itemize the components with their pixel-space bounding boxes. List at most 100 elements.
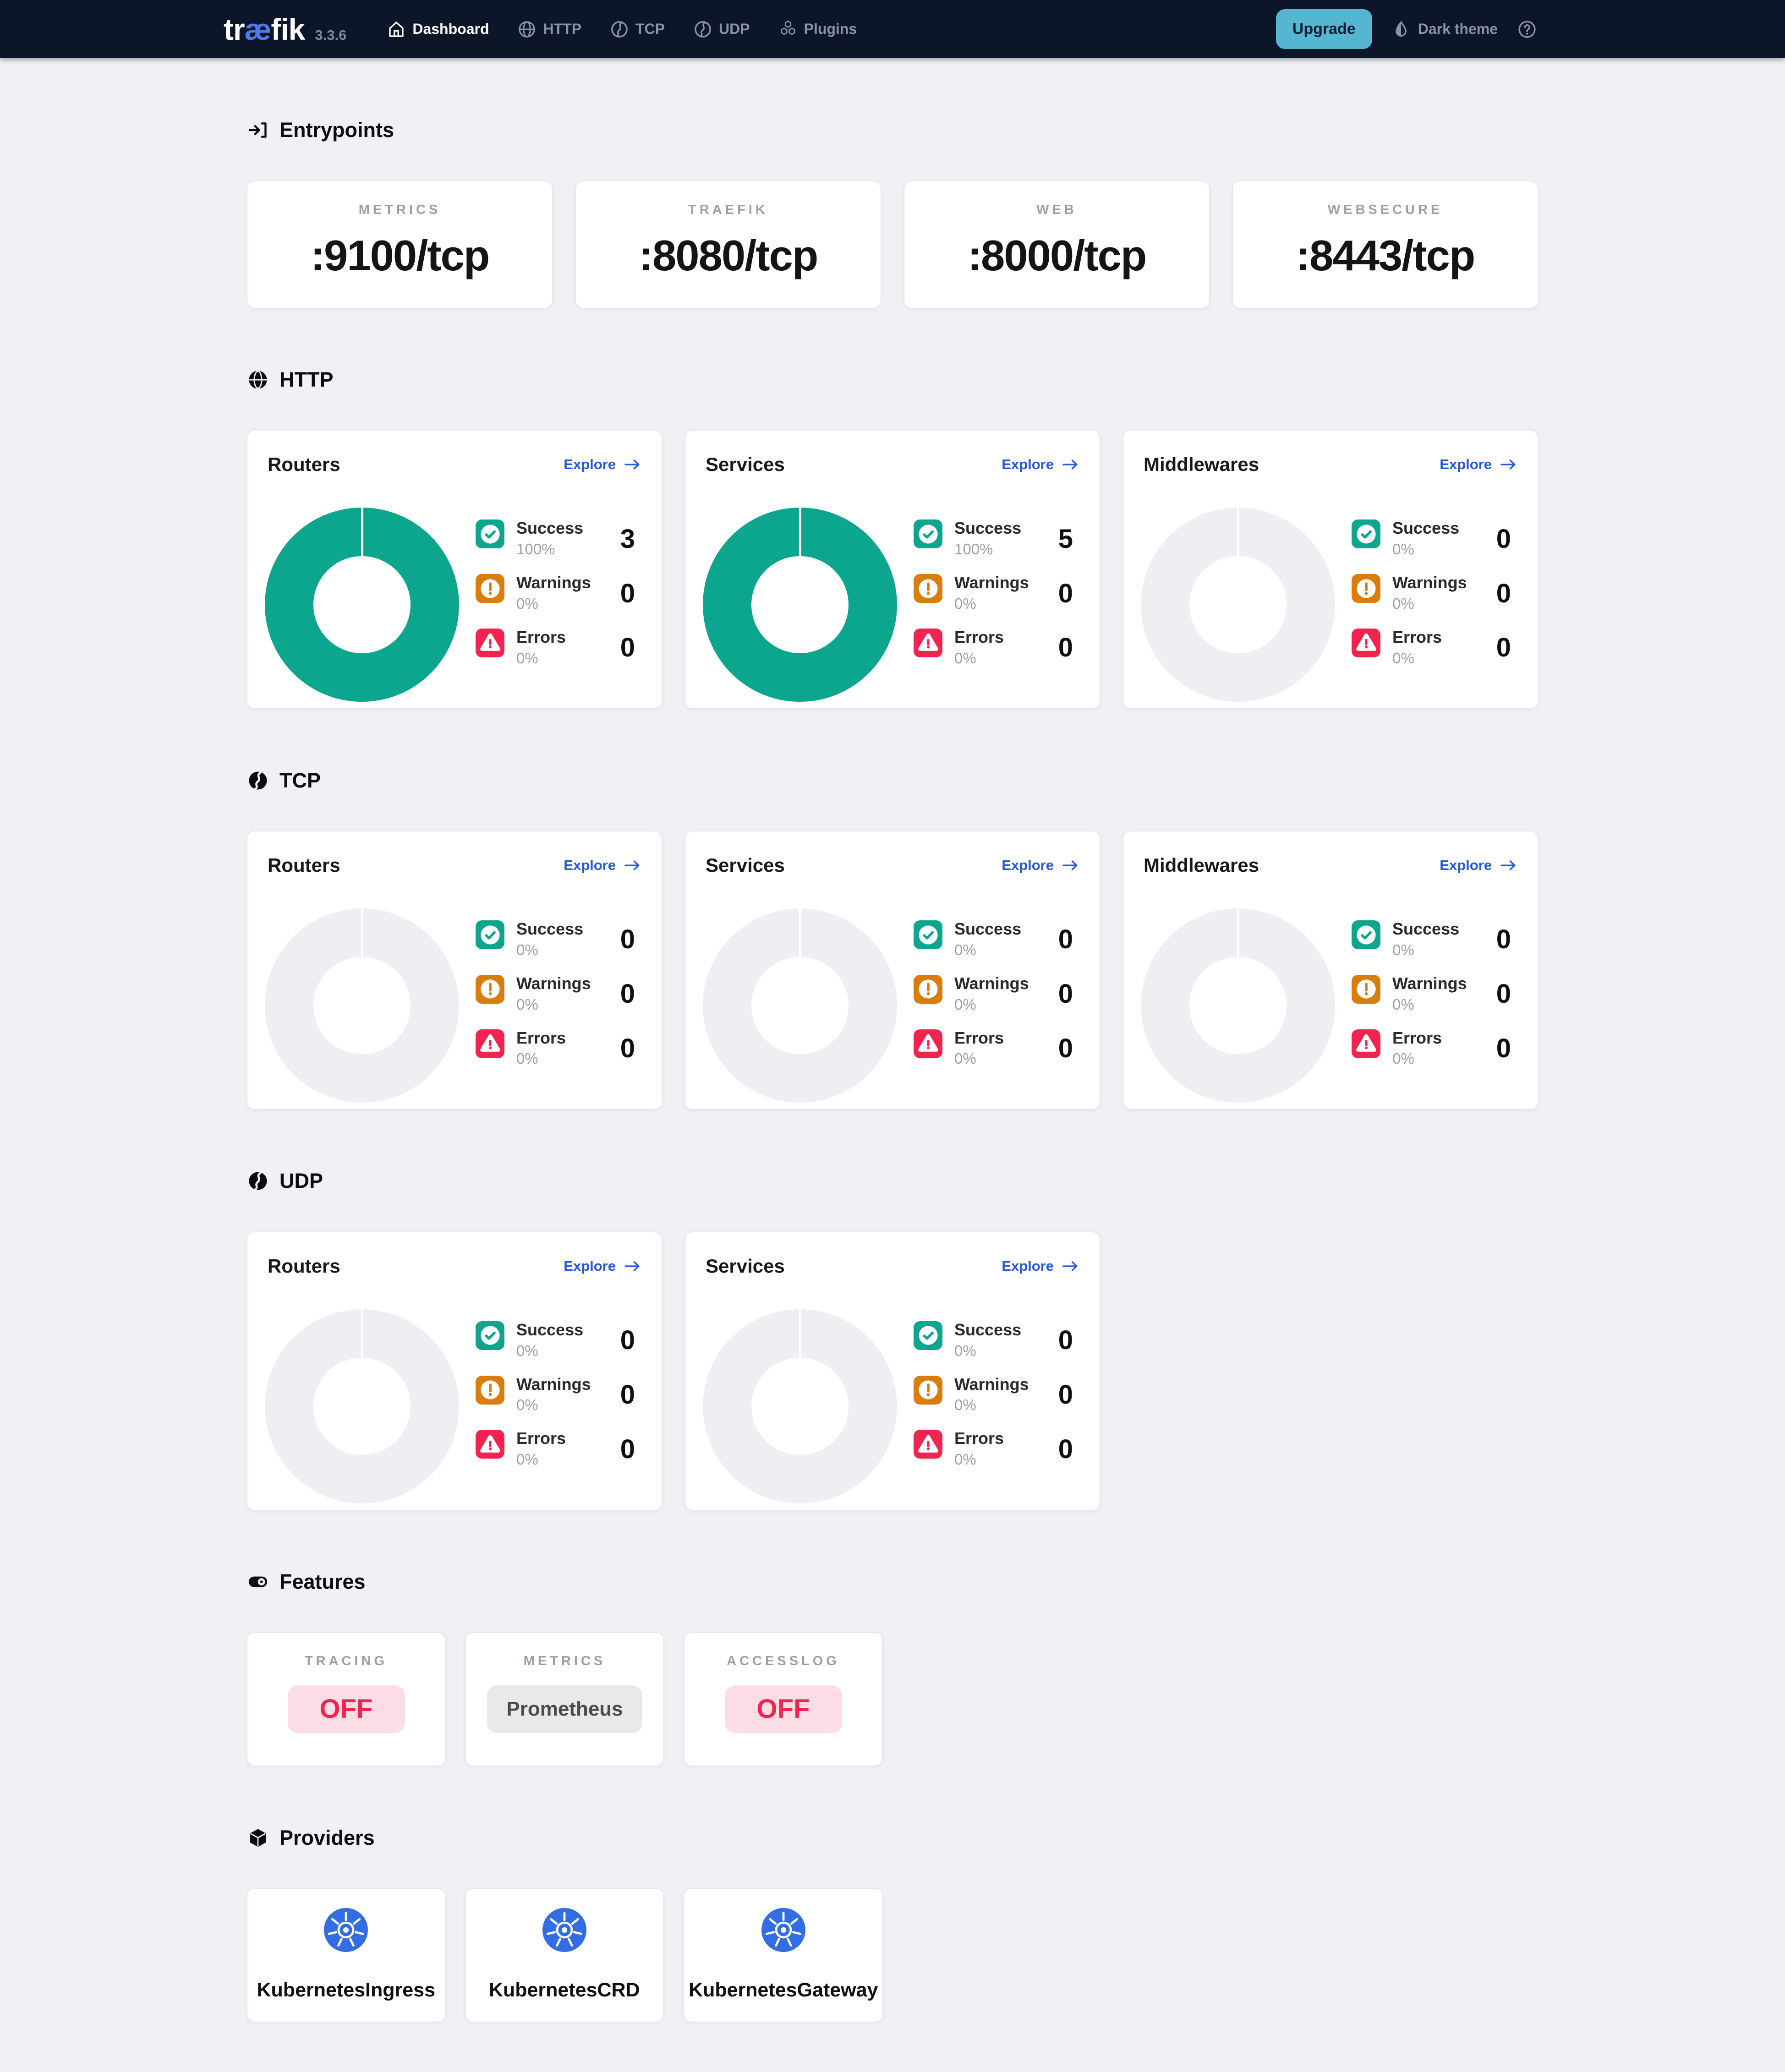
legend-row-success: Success 100% 3 <box>476 519 641 558</box>
legend-count: 0 <box>1496 1033 1511 1064</box>
legend-count: 5 <box>1058 524 1073 554</box>
legend-label: Success <box>954 919 1022 939</box>
legend-label: Success <box>954 1320 1022 1339</box>
legend-count: 0 <box>1058 924 1073 955</box>
upgrade-button[interactable]: Upgrade <box>1276 9 1372 49</box>
success-icon <box>476 1321 504 1350</box>
explore-link[interactable]: Explore <box>1002 1258 1079 1274</box>
entrypoint-card-web: WEB :8000/tcp <box>904 181 1209 308</box>
entrypoints-grid: METRICS :9100/tcp TRAEFIK :8080/tcp WEB … <box>247 181 1538 308</box>
chart-legend: Success 0% 0 Warnings 0% 0 <box>1352 920 1517 1103</box>
section-title: HTTP <box>279 368 334 392</box>
explore-link[interactable]: Explore <box>1440 857 1517 874</box>
explore-link[interactable]: Explore <box>1440 456 1517 473</box>
entrypoint-name: TRAEFIK <box>688 202 768 217</box>
home-icon <box>387 20 406 39</box>
http-routers-card: Routers Explore Success 100% 3 <box>247 431 662 709</box>
legend-row-errors: Errors 0% 0 <box>476 1430 641 1468</box>
arrow-right-icon <box>1061 458 1079 471</box>
arrow-right-icon <box>1061 1259 1079 1273</box>
legend-percent: 0% <box>516 1451 538 1468</box>
arrow-right-icon <box>623 458 641 471</box>
explore-link[interactable]: Explore <box>1002 456 1079 473</box>
entrypoint-port: :8080/tcp <box>639 231 819 280</box>
donut-chart <box>703 908 897 1103</box>
tcp-section-header: TCP <box>247 751 1538 809</box>
legend-row-errors: Errors 0% 0 <box>476 1029 641 1068</box>
udp-empty-cell <box>1123 1232 1538 1510</box>
donut-chart <box>1141 508 1335 702</box>
success-icon <box>914 1321 942 1350</box>
explore-label: Explore <box>1002 1257 1054 1274</box>
nav-item-plugins[interactable]: Plugins <box>778 20 857 39</box>
nav-item-http[interactable]: HTTP <box>517 20 581 39</box>
legend-percent: 0% <box>516 1396 538 1414</box>
legend-row-errors: Errors 0% 0 <box>914 1430 1079 1468</box>
legend-label: Errors <box>516 1028 566 1047</box>
nav-label: UDP <box>719 21 750 37</box>
legend-label: Success <box>516 919 584 939</box>
legend-percent: 100% <box>516 541 555 558</box>
http-cards-grid: Routers Explore Success 100% 3 <box>247 431 1538 709</box>
success-icon <box>476 519 504 549</box>
card-title: Middlewares <box>1144 454 1259 476</box>
error-icon <box>914 628 942 657</box>
legend-percent: 0% <box>1392 995 1414 1013</box>
legend-percent: 0% <box>954 995 976 1013</box>
legend-label: Errors <box>1392 627 1442 646</box>
dark-theme-toggle[interactable]: Dark theme <box>1391 20 1498 39</box>
udp-routers-card: Routers Explore Success 0% 0 <box>247 1232 662 1510</box>
error-icon <box>476 628 504 657</box>
legend-percent: 0% <box>1392 595 1414 612</box>
entrypoint-port: :9100/tcp <box>310 231 490 280</box>
legend-row-warnings: Warnings 0% 0 <box>476 574 641 612</box>
explore-link[interactable]: Explore <box>564 857 641 874</box>
legend-count: 0 <box>1058 1033 1073 1064</box>
legend-percent: 0% <box>516 595 538 612</box>
legend-label: Errors <box>954 1028 1004 1047</box>
traefik-logo[interactable]: træfik 3.3.6 <box>224 12 346 47</box>
explore-label: Explore <box>564 857 616 874</box>
provider-card-kubernetes-gateway: KubernetesGateway <box>684 1889 883 2022</box>
legend-row-errors: Errors 0% 0 <box>1352 1029 1517 1068</box>
protocol-filled-icon <box>247 1170 268 1192</box>
legend-count: 0 <box>620 1033 635 1064</box>
feature-card-metrics: METRICS Prometheus <box>466 1633 663 1766</box>
warning-icon <box>914 974 942 1004</box>
chart-legend: Success 0% 0 Warnings 0% 0 <box>476 920 641 1103</box>
legend-percent: 0% <box>516 1342 538 1359</box>
legend-label: Success <box>1392 519 1460 538</box>
legend-percent: 0% <box>954 649 976 667</box>
help-button[interactable] <box>1517 19 1537 39</box>
provider-card-kubernetes-ingress: KubernetesIngress <box>247 1889 445 2022</box>
nav-item-udp[interactable]: UDP <box>693 20 750 39</box>
providers-grid: KubernetesIngress KubernetesCRD Kubernet… <box>247 1889 1538 2022</box>
legend-count: 0 <box>620 924 635 955</box>
nav-item-tcp[interactable]: TCP <box>610 20 665 39</box>
explore-link[interactable]: Explore <box>1002 857 1079 874</box>
arrow-right-icon <box>623 1259 641 1273</box>
legend-percent: 100% <box>954 541 993 558</box>
legend-percent: 0% <box>954 941 976 958</box>
kubernetes-icon <box>761 1908 805 1952</box>
legend-count: 0 <box>1496 979 1511 1009</box>
legend-row-errors: Errors 0% 0 <box>476 629 641 667</box>
legend-percent: 0% <box>1392 941 1414 958</box>
donut-chart <box>265 1309 459 1503</box>
explore-link[interactable]: Explore <box>564 456 641 473</box>
legend-label: Errors <box>954 627 1004 646</box>
package-box-icon <box>247 1827 268 1848</box>
help-icon <box>1517 19 1537 39</box>
section-title: TCP <box>279 768 321 792</box>
arrow-right-icon <box>1061 858 1079 872</box>
provider-name: KubernetesIngress <box>257 1979 436 2001</box>
legend-percent: 0% <box>954 595 976 612</box>
success-icon <box>476 920 504 950</box>
explore-link[interactable]: Explore <box>564 1258 641 1274</box>
donut-chart <box>265 508 459 702</box>
warning-icon <box>914 574 942 603</box>
warning-icon <box>476 574 504 603</box>
legend-percent: 0% <box>954 1396 976 1414</box>
nav-item-dashboard[interactable]: Dashboard <box>387 20 489 39</box>
legend-row-warnings: Warnings 0% 0 <box>914 574 1079 612</box>
